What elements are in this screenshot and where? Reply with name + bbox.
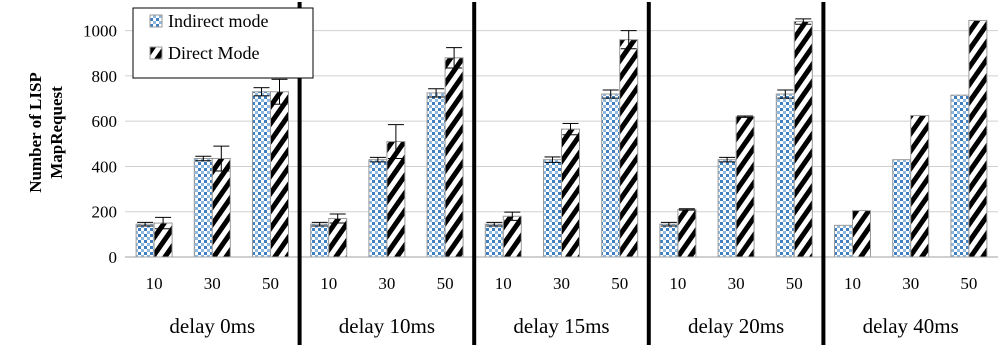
y-tick-label: 0 — [109, 248, 118, 267]
legend: Indirect mode Direct Mode — [132, 7, 314, 79]
group-label: delay 20ms — [688, 314, 784, 338]
bar-stripes — [328, 218, 348, 258]
x-tick-label: 30 — [902, 274, 919, 293]
bar-stripes — [619, 39, 639, 258]
group-label: delay 10ms — [339, 314, 435, 338]
x-tick-label: 30 — [553, 274, 570, 293]
bar-stripes — [502, 215, 522, 258]
group-label: delay 15ms — [513, 314, 609, 338]
bar-dots — [484, 223, 504, 258]
x-tick-label: 10 — [320, 274, 337, 293]
x-tick-label: 10 — [669, 274, 686, 293]
bar-stripes — [677, 208, 697, 258]
bar-stripes — [968, 19, 988, 258]
y-tick-label: 400 — [92, 157, 118, 176]
bar-stripes — [444, 57, 464, 258]
bar-stripes — [793, 21, 813, 258]
bar-dots — [310, 223, 330, 258]
bar-stripes — [735, 116, 755, 258]
bar-dots — [193, 158, 213, 258]
bar-stripes — [910, 115, 930, 258]
x-tick-label: 30 — [378, 274, 395, 293]
x-tick-label: 50 — [786, 274, 803, 293]
bar-dots — [717, 159, 737, 258]
bar-dots — [368, 159, 388, 258]
y-axis-title-line: Number of LISP — [26, 72, 45, 193]
x-tick-label: 50 — [611, 274, 628, 293]
x-tick-label: 50 — [960, 274, 977, 293]
bar-dots — [601, 93, 621, 258]
group-label: delay 0ms — [169, 314, 255, 338]
y-tick-label: 1000 — [83, 22, 117, 41]
x-tick-label: 10 — [146, 274, 163, 293]
bar-dots — [775, 93, 795, 258]
legend-label: Direct Mode — [168, 43, 259, 63]
bar-dots — [659, 223, 679, 258]
bar-stripes — [211, 158, 231, 258]
y-axis-title-line: MapRequest — [47, 86, 66, 179]
legend-box — [132, 7, 314, 79]
bar-dots — [892, 159, 912, 258]
bars — [135, 18, 988, 258]
legend-swatch-stripes — [149, 46, 163, 60]
y-tick-label: 200 — [92, 203, 118, 222]
group-label: delay 40ms — [863, 314, 959, 338]
bar-dots — [426, 92, 446, 258]
bar-stripes — [270, 91, 289, 258]
y-tick-label: 600 — [92, 112, 118, 131]
x-tick-label: 50 — [437, 274, 454, 293]
bar-dots — [834, 224, 853, 258]
bar-stripes — [852, 210, 871, 258]
y-tick-label: 800 — [92, 67, 118, 86]
y-axis-title: Number of LISP MapRequest — [26, 72, 66, 193]
bar-dots — [135, 223, 155, 258]
bar-dots — [543, 159, 562, 258]
x-tick-label: 10 — [844, 274, 861, 293]
bar-dots — [252, 91, 271, 258]
x-tick-label: 30 — [728, 274, 745, 293]
x-tick-label: 30 — [204, 274, 221, 293]
x-tick-label: 10 — [495, 274, 512, 293]
x-tick-label: 50 — [262, 274, 279, 293]
axes: 0 200 400 600 800 1000 10 30 50 delay 0ms 10 30 50 de… — [26, 2, 998, 345]
bar-stripes — [561, 128, 580, 258]
bar-dots — [950, 94, 970, 258]
legend-label: Indirect mode — [168, 11, 268, 31]
legend-swatch-dots — [149, 14, 163, 28]
